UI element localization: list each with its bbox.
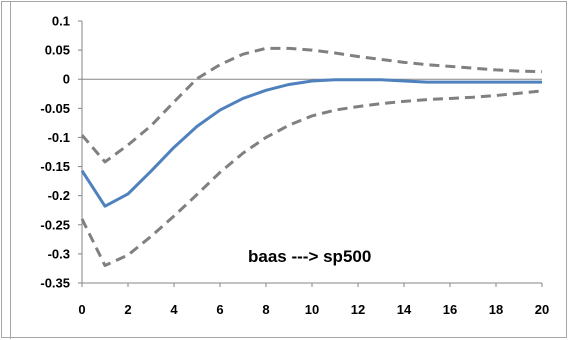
x-tick-label: 2: [124, 302, 131, 317]
y-tick-label: -0.15: [40, 159, 70, 174]
x-tick-label: 4: [170, 302, 178, 317]
x-tick-label: 12: [351, 302, 365, 317]
x-tick-label: 20: [535, 302, 549, 317]
series-line-lower-band: [80, 89, 543, 268]
y-tick-label: 0: [63, 72, 70, 87]
x-tick-label: 14: [397, 302, 412, 317]
series-line-response: [80, 78, 542, 208]
x-tick-label: 10: [305, 302, 319, 317]
y-tick-label: -0.2: [48, 188, 70, 203]
x-tick-label: 16: [443, 302, 457, 317]
x-tick-label: 6: [216, 302, 223, 317]
y-tick-label: -0.3: [48, 246, 70, 261]
y-tick-label: 0.1: [52, 14, 70, 29]
plot-area: 0.1 0.05 0 -0.05 -0.1 -0.15 -0.2 -0.25 -0.3 -0.35…: [40, 14, 549, 318]
y-tick-label: -0.1: [48, 130, 70, 145]
chart-annotation: baas ---> sp500: [248, 247, 371, 266]
y-tick-label: 0.05: [45, 43, 70, 58]
x-tick-label: 0: [78, 302, 85, 317]
y-tick-label: -0.05: [40, 101, 70, 116]
series-line-upper-band: [80, 46, 543, 164]
y-tick-label: -0.35: [40, 276, 70, 291]
y-tick-label: -0.25: [40, 217, 70, 232]
x-tick-label: 8: [262, 302, 269, 317]
x-tick-label: 18: [489, 302, 503, 317]
